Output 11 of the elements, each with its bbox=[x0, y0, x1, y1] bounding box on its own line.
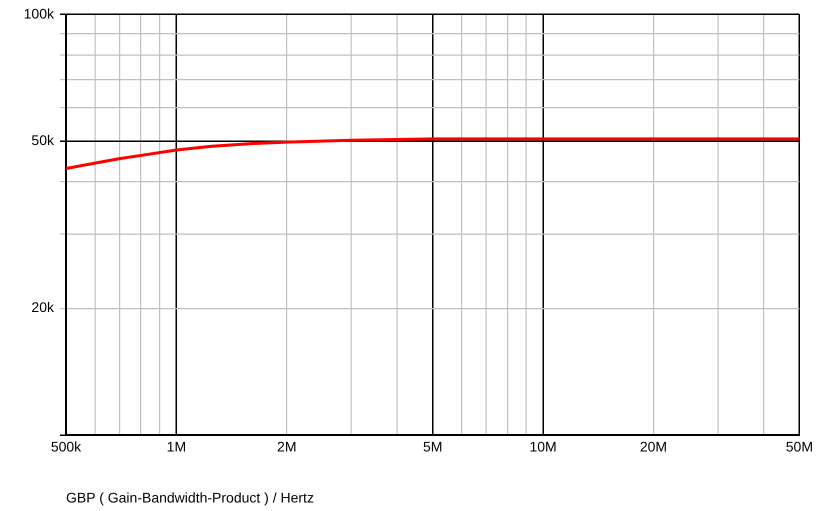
x-tick-label: 10M bbox=[529, 438, 557, 454]
x-tick-label: 20M bbox=[640, 438, 668, 454]
x-tick-label: 5M bbox=[422, 438, 442, 454]
x-tick-label: 1M bbox=[166, 438, 186, 454]
y-tick-label: 100k bbox=[24, 5, 55, 22]
x-tick-label: 2M bbox=[277, 438, 296, 454]
y-tick-label: 50k bbox=[31, 132, 55, 148]
y-tick-label: 20k bbox=[31, 299, 55, 316]
x-tick-label: 500k bbox=[50, 438, 82, 454]
x-axis-title: GBP ( Gain-Bandwidth-Product ) / Hertz bbox=[66, 489, 314, 506]
x-tick-label: 50M bbox=[786, 438, 813, 454]
